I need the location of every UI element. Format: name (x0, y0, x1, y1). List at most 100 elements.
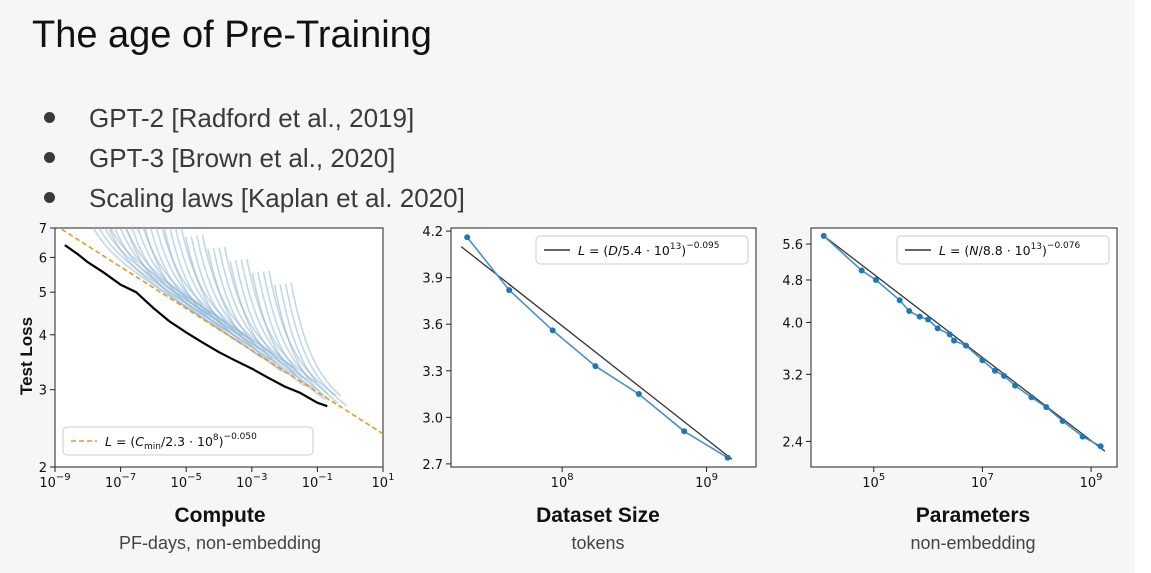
compute-y-tick-label: 6 (39, 251, 47, 266)
parameters-data-point (991, 367, 998, 374)
compute-y-tick-label: 5 (39, 286, 47, 301)
parameters-x-axis-label: Parameters (915, 504, 1031, 527)
bullet-list: GPT-2 [Radford et al., 2019] GPT-3 [Brow… (44, 98, 465, 218)
parameters-x-tick-label: 107 (971, 472, 994, 491)
dataset-x-axis-label: Dataset Size (536, 504, 660, 527)
dataset-chart: 108 109 2.7 3.0 3.3 3.6 3.9 4.2 L = (D/5.4 · 101… (422, 225, 757, 491)
parameters-marks (820, 232, 1106, 452)
dataset-data-point (592, 363, 599, 370)
parameters-data-point (925, 316, 932, 323)
compute-training-curve (196, 235, 285, 366)
dataset-data-point (681, 428, 688, 435)
compute-training-curve (174, 228, 265, 353)
compute-x-tick-label: 10−5 (171, 472, 202, 491)
dataset-x-axis-sublabel: tokens (571, 533, 625, 553)
compute-chart: 10−9 10−7 10−5 10−3 10−1 101 2 3 4 5 6 7 L = (Cmin/2… (39, 222, 395, 491)
compute-training-curve (290, 282, 341, 397)
compute-y-tick-label: 7 (39, 222, 47, 237)
parameters-data-point (951, 337, 958, 344)
parameters-data-point (1012, 382, 1019, 389)
dataset-data-point (635, 391, 642, 398)
parameters-data-point (858, 267, 865, 274)
bullet-dot (44, 152, 55, 163)
dataset-y-tick-label: 3.6 (422, 318, 443, 333)
compute-x-axis-sublabel: PF-days, non-embedding (118, 533, 322, 553)
dataset-legend-label: L = (D/5.4 · 1013)−0.095 (578, 241, 720, 258)
compute-training-curve (257, 272, 320, 392)
parameters-data-point (896, 297, 903, 304)
compute-training-curve (268, 270, 337, 397)
parameters-data-point (979, 357, 986, 364)
parameters-legend-box (896, 235, 1110, 265)
compute-training-curve (190, 236, 276, 364)
compute-training-curve (184, 236, 282, 372)
compute-x-tick-label: 10−3 (236, 472, 267, 491)
compute-legend-box (62, 426, 314, 456)
dataset-marks (460, 234, 733, 461)
dataset-fit-line (460, 246, 733, 460)
parameters-data-point (1079, 433, 1086, 440)
bullet-text: GPT-3 [Brown et al., 2020] (89, 143, 396, 173)
parameters-data-point (963, 342, 970, 349)
parameters-data-point (934, 325, 941, 332)
parameters-data-point (820, 232, 827, 239)
compute-x-axis-label: Compute (174, 504, 266, 527)
slide-title: The age of Pre-Training (32, 14, 432, 56)
dataset-data-point (724, 454, 731, 461)
parameters-y-tick-label: 4.0 (782, 316, 803, 331)
bullet-text: Scaling laws [Kaplan et al. 2020] (89, 183, 465, 213)
dataset-legend-box (535, 235, 749, 265)
dataset-data-point (506, 287, 513, 294)
parameters-data-point (1028, 394, 1035, 401)
dataset-y-tick-label: 2.7 (422, 458, 443, 473)
compute-y-axis-label: Test Loss (17, 316, 36, 396)
dataset-y-tick-label: 3.3 (422, 365, 443, 380)
bullet-text: GPT-2 [Radford et al., 2019] (89, 103, 415, 133)
parameters-x-tick-label: 109 (1080, 472, 1103, 491)
parameters-data-point (906, 308, 913, 315)
compute-y-tick-label: 4 (39, 329, 47, 344)
compute-y-tick-label: 3 (39, 384, 47, 399)
compute-training-curve (284, 283, 348, 407)
compute-legend-label: L = (Cmin/2.3 · 108)−0.050 (105, 432, 257, 452)
parameters-y-tick-label: 5.6 (782, 238, 803, 253)
parameters-x-tick-label: 105 (862, 472, 885, 491)
dataset-y-tick-label: 3.9 (422, 272, 443, 287)
bullet-item: GPT-2 [Radford et al., 2019] (44, 98, 465, 138)
compute-training-curve (279, 284, 339, 404)
parameters-data-point (1043, 404, 1050, 411)
parameters-data-point (1001, 372, 1008, 379)
parameters-data-point (946, 331, 953, 338)
parameters-data-point (1097, 443, 1104, 450)
parameters-y-tick-label: 3.2 (782, 368, 803, 383)
parameters-chart: 105 107 109 2.4 3.2 4.0 4.8 5.6 L = (N/8.8 · 101… (782, 227, 1118, 491)
bullet-dot (44, 192, 55, 203)
parameters-data-point (872, 276, 879, 283)
compute-x-tick-label: 101 (372, 472, 395, 491)
compute-marks (58, 228, 383, 435)
parameters-data-point (1059, 417, 1066, 424)
compute-training-curve (262, 271, 328, 394)
dataset-plot-area (450, 227, 757, 468)
parameters-y-tick-label: 2.4 (782, 435, 803, 450)
parameters-y-tick-label: 4.8 (782, 274, 803, 289)
compute-training-curve (234, 260, 315, 390)
dataset-x-tick-label: 109 (695, 472, 718, 491)
slide-margin (1135, 0, 1151, 573)
dataset-data-point (464, 234, 471, 241)
compute-training-curve (240, 259, 309, 381)
dataset-y-tick-label: 4.2 (422, 225, 443, 240)
parameters-x-axis-sublabel: non-embedding (910, 533, 1036, 553)
compute-x-tick-label: 10−9 (39, 472, 70, 491)
compute-training-curve (212, 248, 296, 377)
compute-frontier-line (64, 244, 328, 408)
compute-x-tick-label: 10−1 (302, 472, 333, 491)
parameters-data-point (916, 313, 923, 320)
bullet-item: Scaling laws [Kaplan et al. 2020] (44, 178, 465, 218)
dataset-y-tick-label: 3.0 (422, 411, 443, 426)
compute-y-tick-label: 2 (39, 461, 47, 476)
dataset-data-point (549, 327, 556, 334)
parameters-legend-label: L = (N/8.8 · 1013)−0.076 (939, 241, 1080, 258)
compute-fit-line (58, 228, 383, 435)
